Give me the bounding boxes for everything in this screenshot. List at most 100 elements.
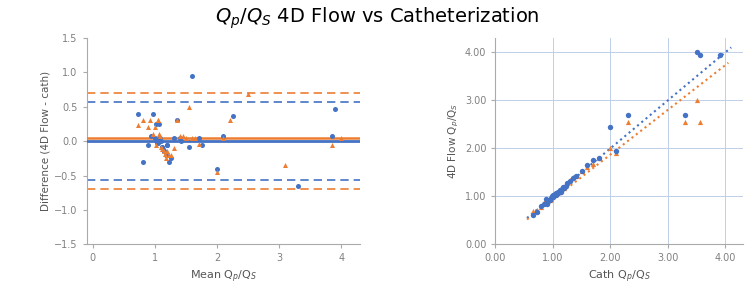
Point bbox=[136, 159, 149, 164]
Point bbox=[550, 192, 562, 196]
Point bbox=[167, 135, 179, 140]
Point bbox=[154, 134, 166, 139]
Point bbox=[610, 151, 622, 155]
Point bbox=[567, 176, 579, 180]
Point bbox=[550, 191, 562, 195]
Point bbox=[146, 134, 158, 139]
Point bbox=[553, 189, 565, 194]
Point bbox=[132, 111, 144, 116]
Point bbox=[174, 136, 186, 141]
Point bbox=[691, 98, 703, 103]
Point bbox=[336, 136, 348, 141]
Point bbox=[147, 132, 159, 136]
Point bbox=[227, 113, 239, 118]
Point bbox=[156, 144, 168, 149]
Point bbox=[564, 179, 576, 183]
Point bbox=[544, 198, 556, 203]
X-axis label: Cath Q$_p$/Q$_S$: Cath Q$_p$/Q$_S$ bbox=[587, 269, 651, 285]
Point bbox=[713, 52, 725, 57]
Point bbox=[326, 142, 338, 147]
Point bbox=[161, 142, 173, 147]
Y-axis label: 4D Flow Q$_p$/Q$_S$: 4D Flow Q$_p$/Q$_S$ bbox=[446, 103, 461, 179]
Point bbox=[167, 146, 179, 150]
Point bbox=[161, 142, 173, 147]
Point bbox=[177, 133, 189, 138]
Point bbox=[694, 120, 706, 124]
Point bbox=[217, 135, 229, 140]
Point bbox=[540, 196, 552, 201]
Point bbox=[150, 142, 162, 147]
Point bbox=[163, 152, 175, 157]
Point bbox=[280, 163, 292, 168]
Point bbox=[157, 147, 169, 152]
Point bbox=[157, 144, 169, 149]
Point bbox=[561, 181, 573, 185]
Point bbox=[538, 201, 550, 206]
Point bbox=[575, 169, 587, 174]
Point bbox=[551, 191, 563, 195]
Point bbox=[548, 193, 560, 198]
Point bbox=[158, 149, 170, 154]
Point bbox=[142, 142, 154, 147]
Point bbox=[527, 212, 539, 217]
Point bbox=[553, 188, 566, 193]
Point bbox=[621, 120, 633, 124]
Point bbox=[170, 118, 182, 123]
Point bbox=[149, 122, 161, 126]
Point bbox=[150, 137, 162, 142]
Point bbox=[189, 136, 201, 141]
Point bbox=[152, 118, 164, 123]
Point bbox=[581, 164, 593, 169]
Point bbox=[545, 196, 557, 200]
Point bbox=[211, 170, 223, 174]
Point bbox=[192, 135, 204, 140]
Point bbox=[552, 189, 564, 194]
Point bbox=[542, 198, 554, 203]
Point bbox=[549, 192, 561, 196]
Point bbox=[538, 200, 550, 205]
Point bbox=[546, 194, 558, 199]
Point bbox=[587, 158, 599, 163]
Point bbox=[553, 188, 566, 193]
Point bbox=[605, 124, 617, 129]
Point bbox=[142, 125, 154, 130]
Point bbox=[570, 174, 582, 179]
Point bbox=[587, 162, 599, 166]
Point bbox=[326, 133, 338, 138]
Point bbox=[183, 104, 195, 109]
Point bbox=[211, 166, 223, 171]
Point bbox=[556, 185, 568, 190]
Point bbox=[144, 118, 156, 123]
Point bbox=[593, 156, 605, 160]
Point bbox=[570, 174, 582, 179]
X-axis label: Mean Q$_p$/Q$_S$: Mean Q$_p$/Q$_S$ bbox=[190, 269, 257, 285]
Point bbox=[164, 152, 176, 157]
Text: $Q_p/Q_S$ 4D Flow vs Catheterization: $Q_p/Q_S$ 4D Flow vs Catheterization bbox=[215, 6, 539, 31]
Point bbox=[561, 181, 573, 185]
Point bbox=[547, 195, 559, 200]
Point bbox=[551, 189, 563, 194]
Point bbox=[180, 136, 192, 141]
Point bbox=[547, 194, 559, 199]
Point bbox=[541, 201, 553, 206]
Point bbox=[553, 189, 565, 194]
Point bbox=[593, 156, 605, 160]
Point bbox=[186, 73, 198, 78]
Point bbox=[679, 120, 691, 124]
Point bbox=[575, 169, 587, 174]
Point bbox=[551, 191, 563, 195]
Point bbox=[542, 199, 554, 203]
Y-axis label: Difference (4D Flow - cath): Difference (4D Flow - cath) bbox=[40, 71, 50, 211]
Point bbox=[155, 139, 167, 143]
Point bbox=[329, 107, 342, 111]
Point bbox=[132, 123, 144, 128]
Point bbox=[691, 50, 703, 55]
Point bbox=[531, 210, 543, 214]
Point bbox=[531, 207, 543, 212]
Point bbox=[292, 184, 304, 188]
Point bbox=[546, 195, 558, 200]
Point bbox=[535, 205, 547, 209]
Point bbox=[547, 193, 559, 197]
Point bbox=[564, 177, 576, 182]
Point bbox=[694, 52, 706, 57]
